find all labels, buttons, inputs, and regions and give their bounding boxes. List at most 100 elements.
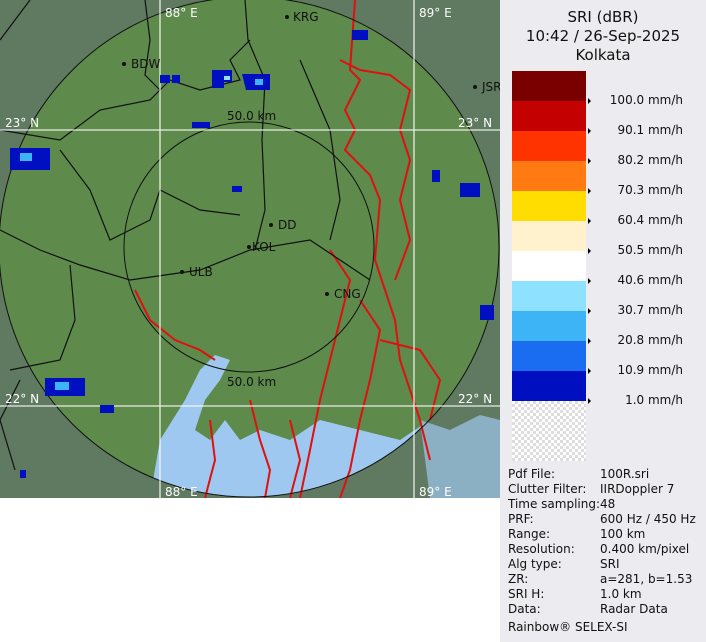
color-bin-4 (512, 191, 586, 221)
lat-label-23: 23° N (5, 116, 39, 130)
threshold-label: 10.9 mm/h (588, 363, 683, 377)
info-key: Pdf File: (508, 467, 556, 481)
info-row: Clutter Filter: IIRDoppler 7 (508, 482, 674, 496)
color-bin-5 (512, 221, 586, 251)
info-value: IIRDoppler 7 (600, 482, 675, 496)
info-value: SRI (600, 557, 620, 571)
radar-map[interactable]: 88° E 89° E 23° N 23° N 22° N 22° N 88° … (0, 0, 500, 498)
info-row: PRF: 600 Hz / 450 Hz (508, 512, 696, 526)
tick-marker-icon (588, 247, 591, 254)
tick-marker-icon (588, 307, 591, 314)
info-value: 0.400 km/pixel (600, 542, 690, 556)
info-key: Resolution: (508, 542, 575, 556)
range-label-north: 50.0 km (227, 109, 276, 123)
threshold-label: 100.0 mm/h (588, 93, 683, 107)
info-key: Clutter Filter: (508, 482, 587, 496)
info-row: Data: Radar Data (508, 602, 668, 616)
info-value: 1.0 km (600, 587, 642, 601)
precipitation-echoes (10, 30, 494, 478)
lon-label-88-bottom: 88° E (165, 485, 198, 498)
threshold-value: 60.4 mm/h (617, 213, 683, 227)
threshold-value: 30.7 mm/h (617, 303, 683, 317)
info-key: Data: (508, 602, 541, 616)
threshold-label: 20.8 mm/h (588, 333, 683, 347)
info-key: Range: (508, 527, 551, 541)
lat-label-23-right: 23° N (458, 116, 492, 130)
product-title: SRI (dBR) (567, 8, 639, 26)
info-row: Pdf File: 100R.sri (508, 467, 649, 481)
lat-label-22: 22° N (5, 392, 39, 406)
tick-marker-icon (588, 187, 591, 194)
tick-marker-icon (588, 127, 591, 134)
info-key: SRI H: (508, 587, 545, 601)
color-bin-3 (512, 161, 586, 191)
threshold-value: 90.1 mm/h (617, 123, 683, 137)
threshold-value: 100.0 mm/h (609, 93, 683, 107)
tick-marker-icon (588, 97, 591, 104)
tick-marker-icon (588, 217, 591, 224)
threshold-value: 80.2 mm/h (617, 153, 683, 167)
color-bin-11 (512, 401, 586, 461)
threshold-label: 90.1 mm/h (588, 123, 683, 137)
info-value: a=281, b=1.53 (600, 572, 693, 586)
color-bin-8 (512, 311, 586, 341)
tick-marker-icon (588, 277, 591, 284)
tick-marker-icon (588, 397, 591, 404)
threshold-value: 20.8 mm/h (617, 333, 683, 347)
info-value: 600 Hz / 450 Hz (600, 512, 696, 526)
lon-label-88: 88° E (165, 6, 198, 20)
tick-marker-icon (588, 367, 591, 374)
threshold-label: 80.2 mm/h (588, 153, 683, 167)
place-dd: DD (278, 218, 296, 232)
threshold-label: 60.4 mm/h (588, 213, 683, 227)
info-key: ZR: (508, 572, 529, 586)
info-row: Alg type: SRI (508, 557, 620, 571)
info-row: Range: 100 km (508, 527, 645, 541)
rivers (134, 0, 442, 498)
footer-credit: Rainbow® SELEX-SI (508, 620, 628, 634)
place-krg: KRG (293, 10, 319, 24)
timestamp: 10:42 / 26-Sep-2025 (525, 27, 681, 45)
color-bin-2 (512, 131, 586, 161)
info-row: Time sampling:48 (508, 497, 615, 511)
threshold-label: 30.7 mm/h (588, 303, 683, 317)
tick-marker-icon (588, 157, 591, 164)
lon-label-89: 89° E (419, 6, 452, 20)
info-value: 100R.sri (600, 467, 650, 481)
legend-panel: SRI (dBR) 10:42 / 26-Sep-2025 Kolkata 10… (500, 0, 706, 642)
station-name: Kolkata (575, 46, 631, 64)
color-bin-6 (512, 251, 586, 281)
info-key: Alg type: (508, 557, 562, 571)
threshold-label: 50.5 mm/h (588, 243, 683, 257)
info-value: 100 km (600, 527, 646, 541)
place-kol: KOL (252, 240, 276, 254)
place-markers: KRG BDW JSR DD KOL ULB CNG (122, 10, 500, 301)
grid-labels: 88° E 89° E 23° N 23° N 22° N 22° N 88° … (5, 6, 492, 498)
threshold-value: 40.6 mm/h (617, 273, 683, 287)
threshold-value: 70.3 mm/h (617, 183, 683, 197)
threshold-label: 40.6 mm/h (588, 273, 683, 287)
info-value: 48 (600, 497, 616, 511)
place-bdw: BDW (131, 57, 160, 71)
threshold-label: 70.3 mm/h (588, 183, 683, 197)
threshold-label: 1.0 mm/h (588, 393, 683, 407)
color-bin-0 (512, 71, 586, 101)
info-row: SRI H: 1.0 km (508, 587, 642, 601)
threshold-value: 50.5 mm/h (617, 243, 683, 257)
range-rings (0, 0, 500, 498)
place-jsr: JSR (481, 80, 500, 94)
lat-label-22-right: 22° N (458, 392, 492, 406)
threshold-value: 10.9 mm/h (617, 363, 683, 377)
info-row: ZR: a=281, b=1.53 (508, 572, 692, 586)
info-key: PRF: (508, 512, 534, 526)
place-cng: CNG (334, 287, 361, 301)
color-bin-9 (512, 341, 586, 371)
info-row: Resolution: 0.400 km/pixel (508, 542, 689, 556)
range-ring-labels: 50.0 km 50.0 km (227, 109, 276, 389)
info-key: Time sampling: (508, 497, 601, 511)
color-bin-1 (512, 101, 586, 131)
color-bin-7 (512, 281, 586, 311)
info-value: Radar Data (600, 602, 668, 616)
lon-label-89-bottom: 89° E (419, 485, 452, 498)
color-bin-10 (512, 371, 586, 401)
